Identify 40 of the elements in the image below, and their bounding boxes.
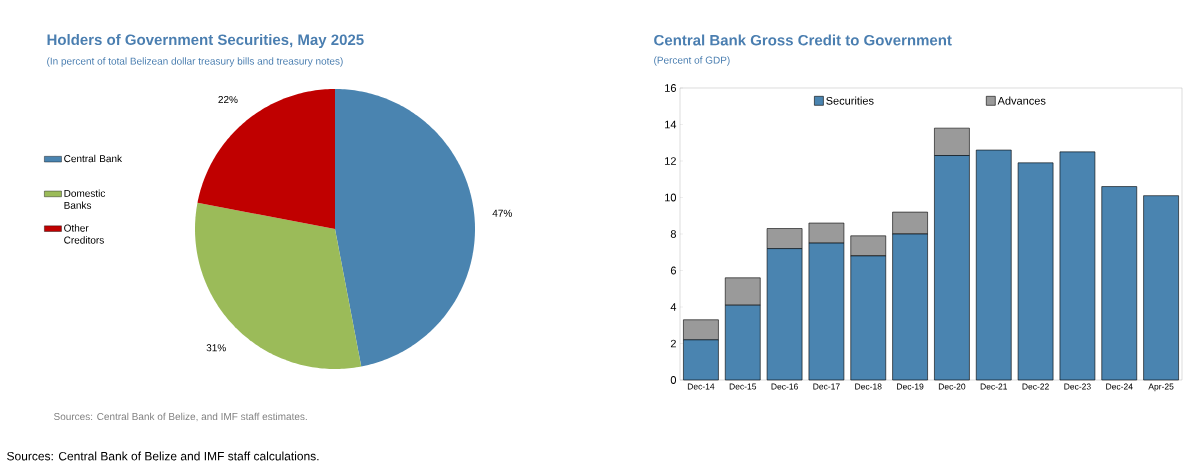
x-tick-label: Dec-17: [813, 383, 840, 390]
chart-subtitle: (In percent of total Belizean dollar treasury bills and treasury notes): [47, 57, 343, 67]
legend-label: Domestic Banks: [64, 189, 106, 209]
x-tick-label: Apr-25: [1148, 383, 1174, 392]
y-tick-label: 14: [665, 120, 677, 129]
y-tick-label: 0: [670, 376, 677, 384]
bar: [1101, 186, 1138, 381]
y-tick-label: 6: [670, 266, 676, 275]
y-tick-label: 4: [670, 303, 677, 311]
bar: [1143, 195, 1179, 381]
chart-title: Central Bank Gross Credit to Government: [654, 34, 952, 46]
y-tick-label: 16: [665, 84, 676, 92]
y-tick-label: 12: [665, 157, 676, 165]
x-tick-label: Dec-18: [855, 383, 882, 390]
x-tick-label: Dec-23: [1064, 383, 1091, 390]
x-tick-label: Dec-22: [1022, 383, 1049, 390]
x-tick-label: Dec-16: [771, 383, 798, 390]
legend-label: Advances: [997, 96, 1046, 105]
x-tick-label: Dec-19: [897, 383, 924, 390]
bar: [1017, 162, 1054, 381]
legend-label: Other Creditors: [64, 224, 104, 244]
x-tick-label: Dec-14: [687, 383, 715, 390]
legend-label: Central Bank: [64, 154, 123, 163]
x-tick-label: Dec-21: [980, 383, 1008, 390]
x-tick-label: Dec-20: [938, 383, 966, 390]
y-tick-label: 2: [670, 339, 676, 348]
x-tick-label: Dec-24: [1106, 383, 1133, 390]
source-note: Sources: Central Bank of Belize, and IMF staff estimates.: [53, 412, 307, 422]
y-tick-label: 10: [665, 193, 677, 202]
x-tick-label: Dec-15: [729, 383, 757, 390]
chart-subtitle: (Percent of GDP): [654, 56, 730, 66]
source-note: Sources: Central Bank of Belize and IMF staff calculations.: [7, 451, 319, 461]
bar: [975, 149, 1012, 381]
legend-label: Securities: [826, 96, 874, 105]
y-tick-label: 8: [670, 230, 676, 238]
data-label: 22%: [218, 96, 238, 104]
chart-title: Holders of Government Securities, May 2025: [47, 34, 364, 48]
data-label: 47%: [492, 209, 512, 217]
data-label: 31%: [206, 344, 226, 352]
bar: [1059, 151, 1096, 381]
